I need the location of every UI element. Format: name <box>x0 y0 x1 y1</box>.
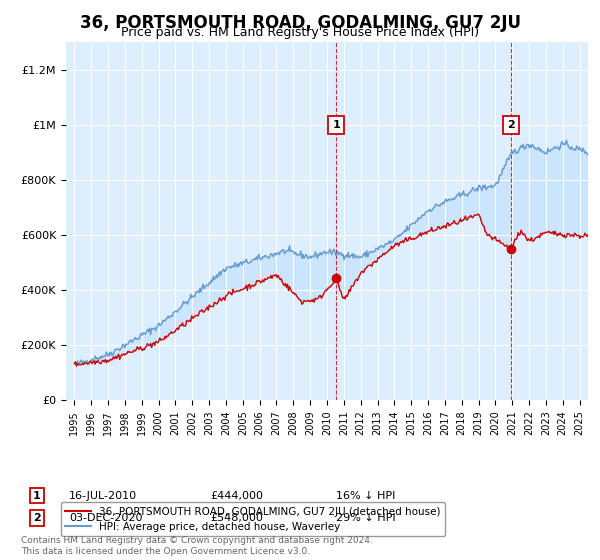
Text: 2: 2 <box>33 513 41 523</box>
Text: £548,000: £548,000 <box>210 513 263 523</box>
Text: 16-JUL-2010: 16-JUL-2010 <box>69 491 137 501</box>
Text: Contains HM Land Registry data © Crown copyright and database right 2024.
This d: Contains HM Land Registry data © Crown c… <box>21 536 373 556</box>
Text: £444,000: £444,000 <box>210 491 263 501</box>
Text: 29% ↓ HPI: 29% ↓ HPI <box>336 513 395 523</box>
Text: Price paid vs. HM Land Registry's House Price Index (HPI): Price paid vs. HM Land Registry's House … <box>121 26 479 39</box>
Text: 2: 2 <box>507 120 515 130</box>
Text: 16% ↓ HPI: 16% ↓ HPI <box>336 491 395 501</box>
Text: 1: 1 <box>33 491 41 501</box>
Text: 03-DEC-2020: 03-DEC-2020 <box>69 513 143 523</box>
Text: 36, PORTSMOUTH ROAD, GODALMING, GU7 2JU: 36, PORTSMOUTH ROAD, GODALMING, GU7 2JU <box>79 14 521 32</box>
Legend: 36, PORTSMOUTH ROAD, GODALMING, GU7 2JU (detached house), HPI: Average price, de: 36, PORTSMOUTH ROAD, GODALMING, GU7 2JU … <box>61 502 445 536</box>
Text: 1: 1 <box>332 120 340 130</box>
